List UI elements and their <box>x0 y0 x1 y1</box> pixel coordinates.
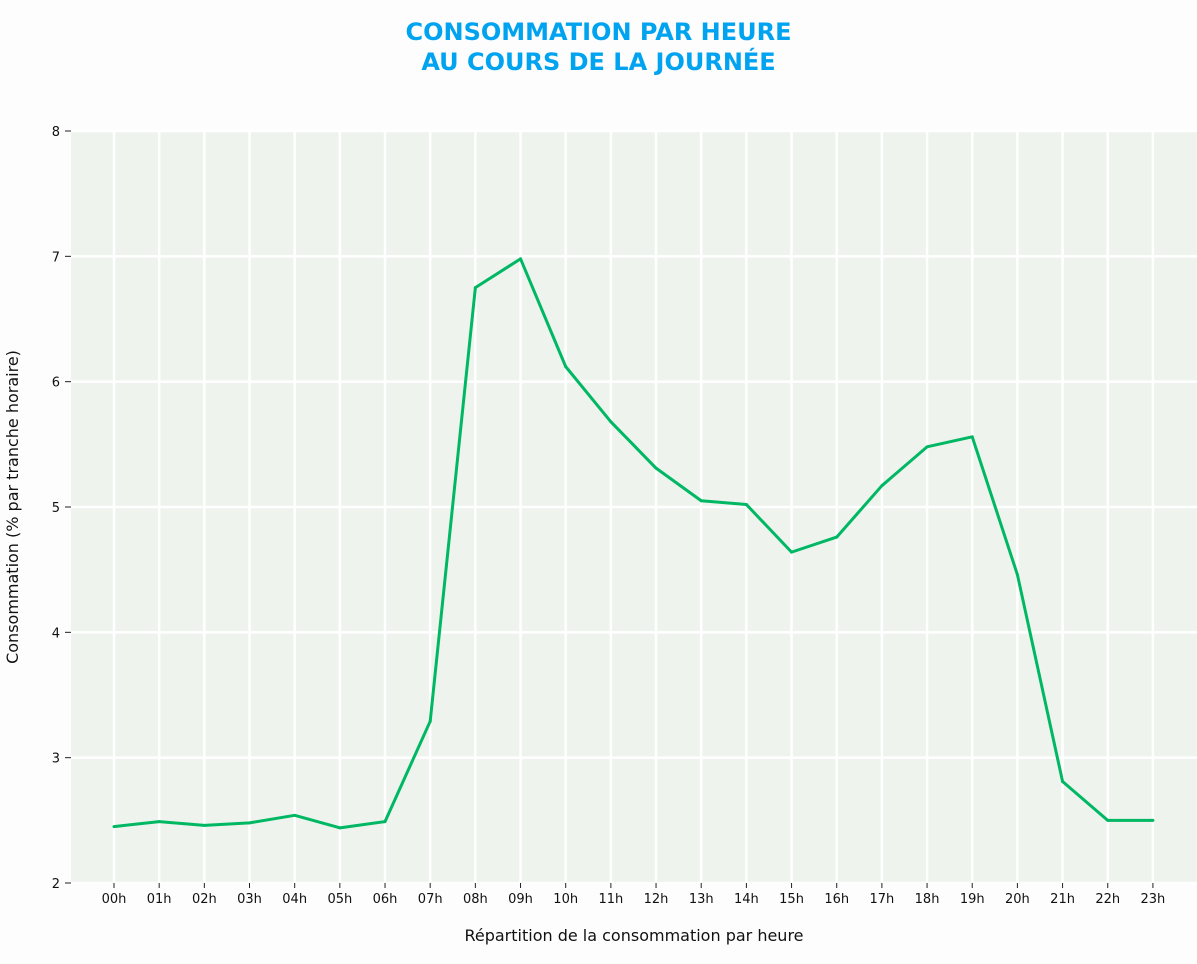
x-tick-label: 07h <box>418 892 443 907</box>
y-tick-label: 8 <box>52 125 60 140</box>
data-point <box>744 502 748 506</box>
x-tick-label: 17h <box>869 892 894 907</box>
data-point <box>519 257 523 261</box>
data-point <box>338 826 342 830</box>
x-tick-label: 15h <box>779 892 804 907</box>
data-point <box>1015 573 1019 577</box>
x-tick-label: 11h <box>598 892 623 907</box>
y-tick-label: 6 <box>52 376 60 391</box>
data-point <box>654 466 658 470</box>
data-point <box>1106 818 1110 822</box>
data-point <box>970 435 974 439</box>
x-tick-label: 09h <box>508 892 533 907</box>
y-tick-label: 2 <box>52 877 60 892</box>
y-tick-label: 3 <box>52 752 60 767</box>
y-tick-label: 7 <box>52 250 60 265</box>
x-tick-label: 05h <box>327 892 352 907</box>
x-tick-label: 13h <box>689 892 714 907</box>
chart-title-line1: CONSOMMATION PAR HEURE <box>405 18 792 46</box>
chart-title-line2: AU COURS DE LA JOURNÉE <box>421 48 776 76</box>
x-tick-label: 10h <box>553 892 578 907</box>
data-point <box>609 420 613 424</box>
x-tick-label: 22h <box>1095 892 1120 907</box>
data-point <box>473 286 477 290</box>
x-tick-label: 14h <box>734 892 759 907</box>
x-tick-label: 21h <box>1050 892 1075 907</box>
x-tick-label: 23h <box>1141 892 1166 907</box>
x-tick-label: 02h <box>192 892 217 907</box>
x-tick-label: 19h <box>960 892 985 907</box>
x-tick-label: 20h <box>1005 892 1030 907</box>
y-tick-label: 5 <box>52 501 60 516</box>
data-point <box>112 825 116 829</box>
x-tick-label: 06h <box>373 892 398 907</box>
x-tick-label: 03h <box>237 892 262 907</box>
data-point <box>790 550 794 554</box>
data-point <box>1061 779 1065 783</box>
x-tick-label: 04h <box>282 892 307 907</box>
x-axis-label: Répartition de la consommation par heure <box>464 926 803 945</box>
x-tick-label: 12h <box>644 892 669 907</box>
y-tick-label: 4 <box>52 626 60 641</box>
series-line <box>113 257 1153 830</box>
x-tick-label: 01h <box>147 892 172 907</box>
x-tick-label: 00h <box>102 892 127 907</box>
x-tick-label: 16h <box>824 892 849 907</box>
x-tick-label: 08h <box>463 892 488 907</box>
data-point <box>880 484 884 488</box>
data-point <box>1151 818 1155 822</box>
data-point <box>202 823 206 827</box>
data-point <box>248 821 252 825</box>
data-point <box>925 445 929 449</box>
data-point <box>157 820 161 824</box>
y-axis-label: Consommation (% par tranche horaire) <box>3 350 22 664</box>
data-point <box>293 813 297 817</box>
x-tick-label: 18h <box>915 892 940 907</box>
data-point <box>699 499 703 503</box>
data-point <box>835 535 839 539</box>
data-point <box>564 365 568 369</box>
data-point <box>383 820 387 824</box>
data-point <box>428 719 432 723</box>
